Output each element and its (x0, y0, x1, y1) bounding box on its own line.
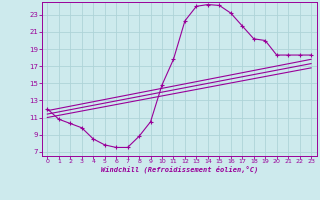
X-axis label: Windchill (Refroidissement éolien,°C): Windchill (Refroidissement éolien,°C) (100, 166, 258, 173)
